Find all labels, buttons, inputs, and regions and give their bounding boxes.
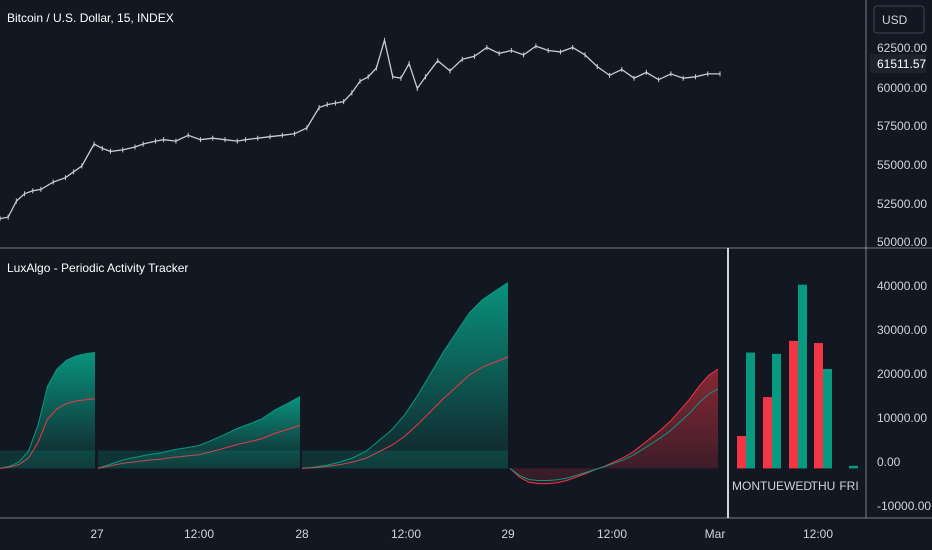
weekday-label: WED: [784, 479, 812, 493]
currency-button[interactable]: [873, 5, 925, 34]
price-tick: 62500.00: [877, 41, 927, 55]
indicator-tick: -10000.00: [877, 499, 931, 513]
weekday-label: TUE: [760, 479, 784, 493]
price-line: [0, 40, 720, 220]
time-axis[interactable]: 27 12:00 28 12:00 29 12:00 Mar 12:00: [90, 527, 833, 541]
price-tick: 52500.00: [877, 197, 927, 211]
time-label: 12:00: [184, 527, 214, 541]
activity-line: [509, 388, 719, 481]
weekday-bar: [737, 436, 746, 469]
last-price-tag: [870, 54, 926, 73]
weekday-labels: MON TUE WED THU FRI: [732, 479, 859, 493]
price-series: [0, 37, 721, 222]
weekday-bar: [814, 343, 823, 469]
price-tick: 55000.00: [877, 158, 927, 172]
activity-baseline: [0, 450, 95, 469]
weekday-bar: [789, 340, 798, 469]
time-label: 28: [295, 527, 309, 541]
weekday-bar: [798, 284, 807, 469]
indicator-tick: 20000.00: [877, 367, 927, 381]
currency-button-label[interactable]: USD: [882, 13, 908, 27]
weekday-bar: [772, 353, 781, 469]
weekday-bar: [763, 397, 772, 469]
activity-baseline: [302, 450, 508, 469]
indicator-tick: 40000.00: [877, 279, 927, 293]
weekday-bars: [737, 284, 858, 469]
time-label: 12:00: [391, 527, 421, 541]
activity-line: [97, 424, 301, 469]
indicator-axis[interactable]: 40000.00 30000.00 20000.00 10000.00 0.00…: [877, 279, 931, 513]
time-label: 12:00: [803, 527, 833, 541]
activity-area: [510, 369, 718, 484]
last-price-label: 61511.57: [877, 57, 926, 71]
indicator-tick: 30000.00: [877, 323, 927, 337]
activity-edge: [509, 368, 719, 485]
activity-line: [301, 356, 509, 469]
time-label: 12:00: [597, 527, 627, 541]
weekday-bar: [823, 368, 832, 469]
time-label: 29: [501, 527, 515, 541]
indicator-title[interactable]: LuxAlgo - Periodic Activity Tracker: [7, 261, 188, 275]
activity-baseline: [98, 450, 300, 469]
symbol-title[interactable]: Bitcoin / U.S. Dollar, 15, INDEX: [7, 11, 174, 25]
weekday-bar: [849, 465, 858, 469]
activity-line: [0, 398, 96, 469]
time-label: Mar: [705, 527, 726, 541]
weekday-label: MON: [732, 479, 760, 493]
price-axis[interactable]: 62500.00 60000.00 57500.00 55000.00 5250…: [877, 41, 927, 249]
weekday-label: FRI: [839, 479, 858, 493]
time-label: 27: [90, 527, 104, 541]
activity-area: [0, 352, 95, 469]
weekday-label: THU: [811, 479, 836, 493]
price-tick: 57500.00: [877, 119, 927, 133]
activity-area: [98, 396, 300, 469]
indicator-tick: 0.00: [877, 455, 901, 469]
activity-edge: [97, 396, 301, 469]
activity-edge: [0, 352, 96, 469]
price-tick: 50000.00: [877, 235, 927, 249]
activity-areas: [0, 282, 719, 485]
weekday-bar: [746, 352, 755, 469]
activity-area: [302, 282, 508, 469]
price-tick: 60000.00: [877, 81, 927, 95]
activity-edge: [301, 282, 509, 469]
indicator-tick: 10000.00: [877, 411, 927, 425]
